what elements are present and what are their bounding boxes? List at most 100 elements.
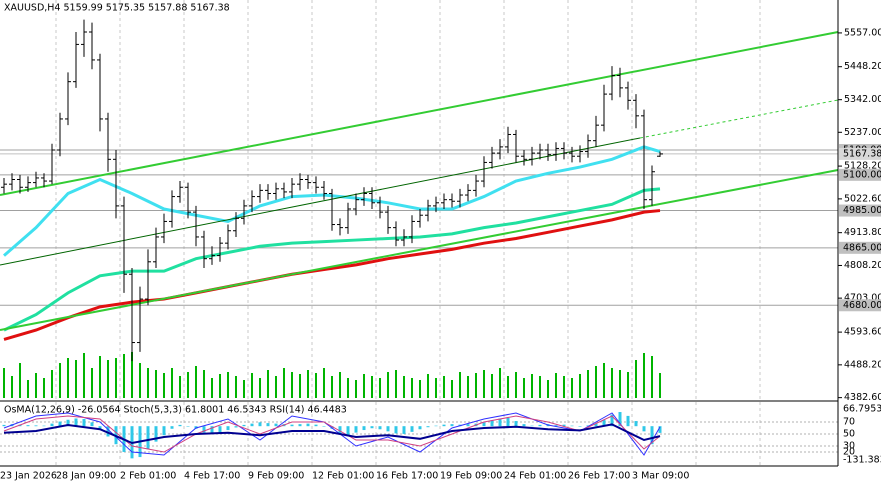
osma-bar <box>306 423 310 427</box>
y-tick-label: 4703.00 <box>844 293 881 304</box>
x-tick-label: 3 Mar 09:00 <box>632 471 689 482</box>
level-label: 4865.00 <box>843 242 881 253</box>
osma-bar <box>610 414 614 427</box>
trend-line <box>0 31 839 196</box>
osma-bar <box>290 424 294 427</box>
osma-bar <box>74 418 78 427</box>
osma-bar <box>346 426 350 436</box>
osma-bar <box>514 421 518 427</box>
osma-bar <box>26 425 30 427</box>
osma-bar <box>530 425 534 427</box>
osma-bar <box>250 423 254 427</box>
osma-bar <box>194 426 198 429</box>
osma-bar <box>242 424 246 427</box>
osma-bar <box>322 426 326 427</box>
osma-bar <box>394 426 398 434</box>
y-tick-label: 5557.00 <box>844 27 881 38</box>
osma-bar <box>82 418 86 427</box>
x-tick-label: 28 Jan 09:00 <box>56 471 116 482</box>
osma-bar <box>378 426 382 430</box>
osma-bar <box>466 424 470 427</box>
osma-bar <box>402 426 406 434</box>
price-bars <box>1 19 663 362</box>
osma-bar <box>618 412 622 427</box>
osma-bar <box>538 424 542 427</box>
y-tick-label: 5448.20 <box>844 61 881 72</box>
y-tick-label: 70 <box>843 417 855 428</box>
osma-bar <box>314 424 318 427</box>
osma-bar <box>34 425 38 427</box>
x-tick-label: 26 Feb 17:00 <box>568 471 630 482</box>
osma-bar <box>570 425 574 427</box>
osma-bar <box>602 419 606 427</box>
osma-bar <box>442 424 446 427</box>
y-tick-label: 4488.20 <box>844 359 881 370</box>
osma-bar <box>650 426 654 445</box>
osma-bar <box>450 424 454 427</box>
level-label-box <box>839 299 881 312</box>
osma-bar <box>338 426 342 434</box>
level-label-box <box>839 204 881 217</box>
osma-bar <box>634 421 638 427</box>
y-tick-label: 5342.00 <box>844 94 881 105</box>
volume <box>3 352 661 398</box>
level-label: 5100.00 <box>843 169 881 180</box>
x-tick-label: 24 Feb 01:00 <box>504 471 566 482</box>
level-label: 4680.00 <box>843 300 881 311</box>
x-tick-label: 9 Feb 09:00 <box>248 471 304 482</box>
y-tick-label: 4382.60 <box>844 392 881 403</box>
moving-average <box>3 209 661 341</box>
level-label-box <box>839 168 881 181</box>
y-tick-label: 50 <box>843 429 855 440</box>
osma-bar <box>186 426 190 427</box>
osma-bar <box>2 424 6 427</box>
osma-bar <box>266 423 270 427</box>
osma-bar <box>274 423 278 427</box>
osma-max-label: 66.7953 <box>843 404 881 415</box>
osma-bar <box>522 424 526 427</box>
oscillator <box>0 412 838 459</box>
y-tick-label: 5128.20 <box>844 161 881 172</box>
oscillator-line <box>3 415 661 453</box>
levels <box>0 149 838 306</box>
osma-bar <box>162 426 166 436</box>
x-tick-label: 4 Feb 17:00 <box>184 471 240 482</box>
level-label-box <box>839 241 881 254</box>
osma-bar <box>362 426 366 431</box>
osma-bar <box>354 426 358 433</box>
osma-min-label: -131.3834 <box>843 455 881 466</box>
osma-bar <box>554 425 558 427</box>
trend-line <box>639 99 839 139</box>
y-tick-label: 20 <box>843 447 855 458</box>
x-tick-label: 19 Feb 09:00 <box>440 471 502 482</box>
osma-bar <box>506 417 510 427</box>
osma-bar <box>410 426 414 432</box>
chart-title: XAUUSD,H4 5159.99 5175.35 5157.88 5167.3… <box>4 3 230 14</box>
y-tick-label: 5237.00 <box>844 127 881 138</box>
osma-bar <box>98 426 102 429</box>
y-tick-label: 5022.60 <box>844 193 881 204</box>
osma-bar <box>106 426 110 437</box>
osma-bar <box>386 426 390 432</box>
osma-bar <box>626 415 630 427</box>
current-price-box <box>839 147 881 160</box>
osma-bar <box>498 418 502 427</box>
osma-bar <box>234 426 238 428</box>
osma-bar <box>370 426 374 429</box>
osma-bar <box>58 421 62 427</box>
y-tick-label: 4808.20 <box>844 260 881 271</box>
osma-bar <box>218 426 222 433</box>
current-price-label: 5167.38 <box>843 148 881 159</box>
osma-bar <box>178 424 182 427</box>
osma-bar <box>586 425 590 427</box>
y-tick-label: 30 <box>843 441 855 452</box>
y-tick-label: 4593.60 <box>844 327 881 338</box>
osma-bar <box>578 426 582 427</box>
oscillator-title: OsMA(12,26,9) -26.0564 Stoch(5,3,3) 61.8… <box>4 405 347 416</box>
osma-bar <box>418 426 422 430</box>
osma-bar <box>594 423 598 427</box>
osma-bar <box>146 426 150 450</box>
